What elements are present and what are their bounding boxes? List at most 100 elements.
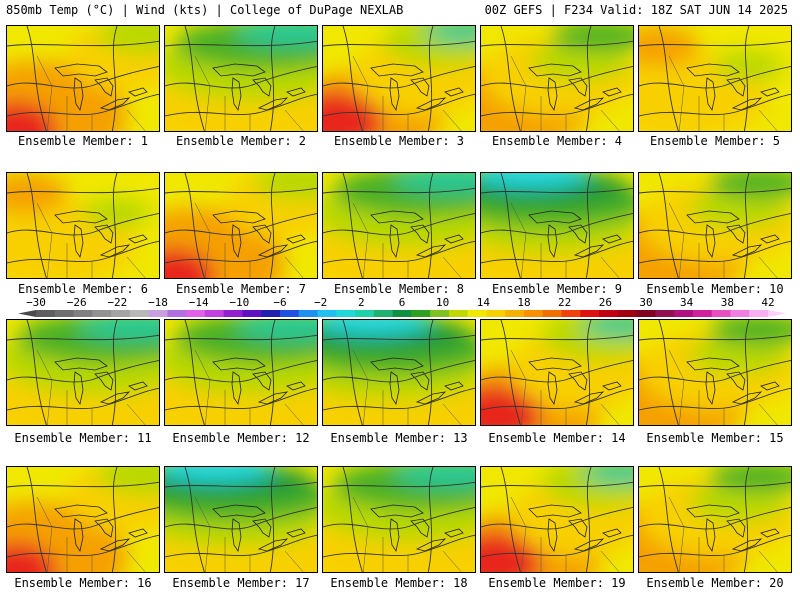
lake-outline xyxy=(547,518,558,553)
height-contour xyxy=(481,359,633,383)
temperature-colorbar: −30 −26 −22 −18 −14 −10 −6 −2 2 6 10 14 18 22 26 30 34 38… xyxy=(18,296,786,317)
panel-label: Ensemble Member: 3 xyxy=(333,134,465,148)
lake-outline xyxy=(547,224,558,259)
height-contour xyxy=(165,481,317,488)
colorbar-tick-label: 18 xyxy=(517,296,530,309)
height-contour xyxy=(585,320,592,425)
height-contour xyxy=(184,26,205,131)
panel-label: Ensemble Member: 6 xyxy=(17,282,149,296)
temperature-map xyxy=(639,173,791,278)
colorbar-swatch xyxy=(617,310,638,317)
lake-outline xyxy=(731,97,763,111)
temperature-map xyxy=(323,467,475,572)
lake-outline xyxy=(705,518,716,553)
lake-outline xyxy=(286,234,306,244)
lake-outline xyxy=(231,224,242,259)
panel-label: Ensemble Member: 18 xyxy=(330,576,468,590)
height-contour xyxy=(323,534,475,558)
colorbar-swatch xyxy=(711,310,731,317)
colorbar-tick-label: 6 xyxy=(399,296,406,309)
lake-outline xyxy=(760,234,780,244)
height-contour xyxy=(7,387,159,411)
temperature-map xyxy=(481,320,633,425)
height-contour xyxy=(427,467,434,572)
ensemble-map-panel xyxy=(6,319,160,426)
colorbar-tick-label: −10 xyxy=(229,296,249,309)
lake-outline xyxy=(444,234,464,244)
lake-outline xyxy=(212,63,266,77)
colorbar-tick-label: −6 xyxy=(273,296,286,309)
height-contour xyxy=(639,334,791,341)
colorbar-swatch xyxy=(749,310,769,317)
height-contour xyxy=(7,93,159,117)
panel-label: Ensemble Member: 1 xyxy=(17,134,149,148)
panel-label: Ensemble Member: 12 xyxy=(172,431,310,445)
height-contour xyxy=(743,320,750,425)
temperature-map xyxy=(7,320,159,425)
lake-outline xyxy=(547,77,558,112)
height-contour xyxy=(26,26,47,131)
lake-outline xyxy=(389,77,400,112)
temperature-map xyxy=(481,467,633,572)
lake-outline xyxy=(389,224,400,259)
lake-outline xyxy=(128,234,148,244)
lake-outline xyxy=(731,391,763,405)
lake-outline xyxy=(726,518,746,538)
lake-outline xyxy=(410,224,430,244)
lake-outline xyxy=(73,518,84,553)
lake-outline xyxy=(54,63,108,77)
height-contour xyxy=(639,534,791,558)
lake-outline xyxy=(231,518,242,553)
lake-outline xyxy=(389,518,400,553)
lake-outline xyxy=(726,371,746,391)
colorbar-swatch xyxy=(561,310,581,317)
ensemble-map-panel xyxy=(480,319,634,426)
panel-label: Ensemble Member: 14 xyxy=(488,431,626,445)
lake-outline xyxy=(528,357,582,371)
height-contour xyxy=(165,506,317,530)
height-contour xyxy=(481,506,633,530)
height-contour xyxy=(111,26,118,131)
height-contour xyxy=(7,334,159,341)
height-contour xyxy=(639,65,791,89)
lake-outline xyxy=(94,371,114,391)
temperature-map xyxy=(165,467,317,572)
temperature-map xyxy=(165,320,317,425)
lake-outline xyxy=(231,371,242,406)
height-contour xyxy=(26,467,47,572)
lake-outline xyxy=(410,518,430,538)
colorbar-swatch xyxy=(111,310,131,317)
colorbar-swatch xyxy=(204,310,225,317)
colorbar-swatch xyxy=(448,310,469,317)
height-contour xyxy=(658,467,679,572)
height-contour xyxy=(111,173,118,278)
height-contour xyxy=(639,93,791,117)
height-contour xyxy=(7,506,159,530)
lake-outline xyxy=(731,538,763,552)
height-contour xyxy=(323,359,475,383)
lake-outline xyxy=(128,381,148,391)
lake-outline xyxy=(252,224,272,244)
height-contour xyxy=(323,187,475,194)
height-contour xyxy=(658,320,679,425)
height-contour xyxy=(743,467,750,572)
height-contour xyxy=(585,467,592,572)
height-contour xyxy=(481,334,633,341)
height-contour xyxy=(342,173,363,278)
lake-outline xyxy=(444,87,464,97)
temperature-map xyxy=(639,320,791,425)
height-contour xyxy=(26,320,47,425)
panel-label: Ensemble Member: 2 xyxy=(175,134,307,148)
lake-outline xyxy=(128,87,148,97)
lake-outline xyxy=(73,371,84,406)
colorbar-tick-label: 14 xyxy=(477,296,491,309)
height-contour xyxy=(639,40,791,47)
lake-outline xyxy=(528,504,582,518)
colorbar-tick-label: 2 xyxy=(358,296,365,309)
lake-outline xyxy=(686,210,740,224)
height-contour xyxy=(639,481,791,488)
height-contour xyxy=(269,26,276,131)
panel-label: Ensemble Member: 9 xyxy=(491,282,623,296)
height-contour xyxy=(323,40,475,47)
lake-outline xyxy=(705,371,716,406)
